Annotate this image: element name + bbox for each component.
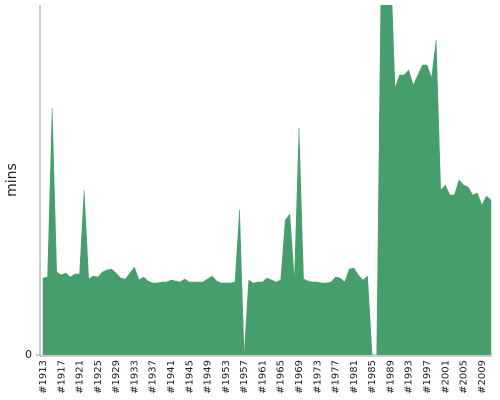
x-tick-label: #1953 bbox=[221, 360, 232, 394]
plot-area bbox=[42, 5, 492, 355]
x-tick-label: #1933 bbox=[129, 360, 140, 394]
x-tick-label: #2001 bbox=[440, 360, 451, 394]
x-tick-label: #1961 bbox=[257, 360, 268, 394]
x-tick-label: #1993 bbox=[404, 360, 415, 394]
x-tick-label: #1941 bbox=[166, 360, 177, 394]
x-tick-label: #1973 bbox=[312, 360, 323, 394]
x-tick-label: #2009 bbox=[477, 360, 488, 394]
x-tick-label: #1985 bbox=[367, 360, 378, 394]
x-tick-label: #1945 bbox=[184, 360, 195, 394]
x-tick-label: #1937 bbox=[148, 360, 159, 394]
x-tick-label: #1957 bbox=[239, 360, 250, 394]
x-tick-label: #1965 bbox=[276, 360, 287, 394]
x-tick-label: #1917 bbox=[56, 360, 67, 394]
x-tick-label: #1981 bbox=[349, 360, 360, 394]
x-tick-label: #1989 bbox=[385, 360, 396, 394]
x-tick-label: #1997 bbox=[422, 360, 433, 394]
x-tick-label: #1969 bbox=[294, 360, 305, 394]
x-tick-label: #1929 bbox=[111, 360, 122, 394]
x-tick-label: #1913 bbox=[38, 360, 49, 394]
x-tick-label: #2005 bbox=[459, 360, 470, 394]
y-tick-label: 0 bbox=[25, 348, 32, 361]
y-axis-label: mins bbox=[4, 163, 20, 197]
area bbox=[42, 5, 492, 355]
x-tick-label: #1925 bbox=[93, 360, 104, 394]
x-tick-label: #1977 bbox=[331, 360, 342, 394]
x-tick-label: #1921 bbox=[75, 360, 86, 394]
x-tick-label: #1949 bbox=[203, 360, 214, 394]
